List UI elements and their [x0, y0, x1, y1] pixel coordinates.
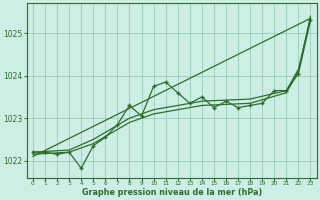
X-axis label: Graphe pression niveau de la mer (hPa): Graphe pression niveau de la mer (hPa)	[82, 188, 262, 197]
